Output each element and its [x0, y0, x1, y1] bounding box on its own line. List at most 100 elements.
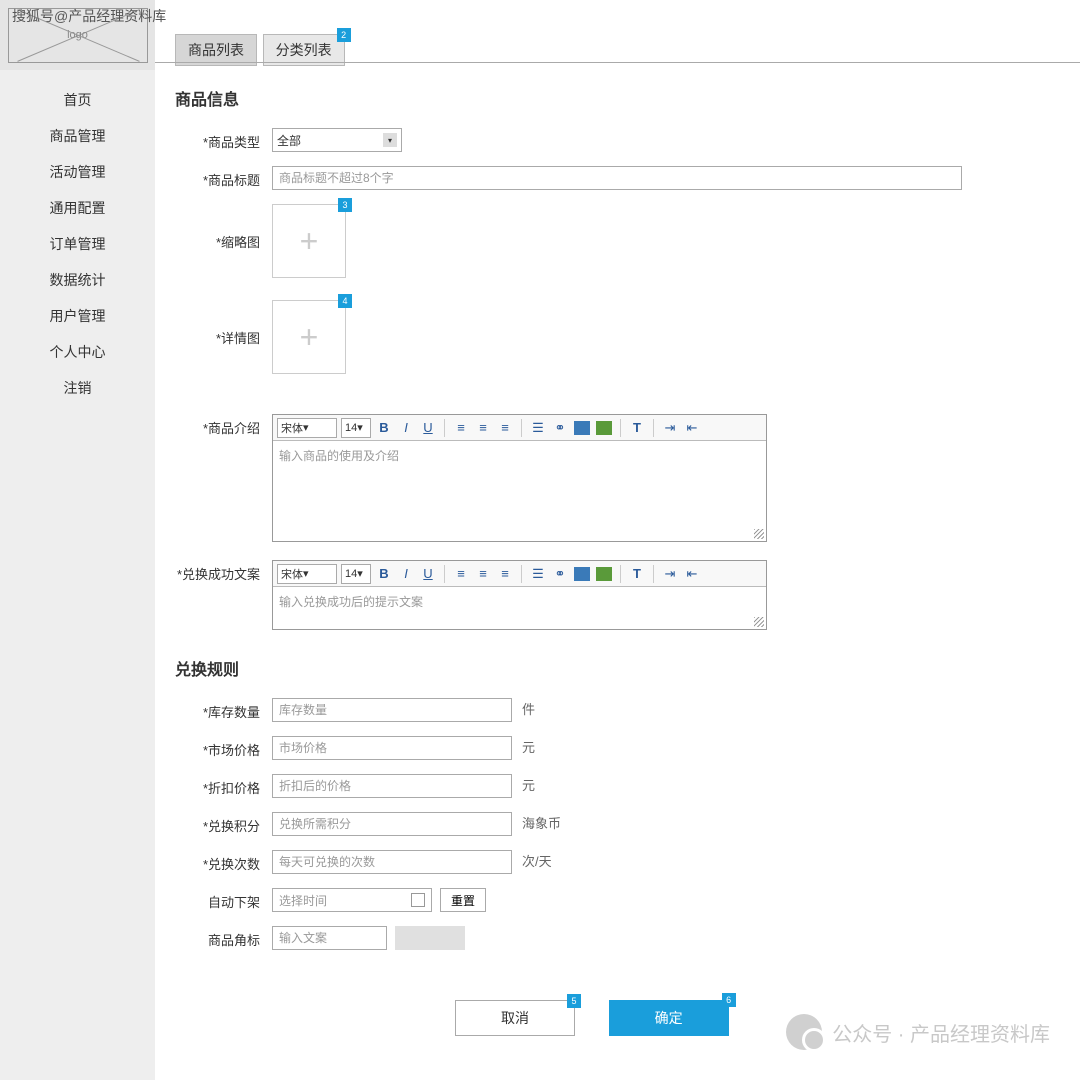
- sidebar-item-profile[interactable]: 个人中心: [0, 334, 155, 370]
- upload-detail-image[interactable]: + 4: [272, 300, 346, 374]
- sidebar-item-home[interactable]: 首页: [0, 82, 155, 118]
- sidebar-item-logout[interactable]: 注销: [0, 370, 155, 406]
- select-product-type[interactable]: 全部 ▾: [272, 128, 402, 152]
- date-placeholder: 选择时间: [279, 892, 327, 909]
- sidebar-item-user[interactable]: 用户管理: [0, 298, 155, 334]
- badge-icon: 6: [722, 993, 736, 1007]
- underline-icon[interactable]: U: [419, 419, 437, 437]
- align-center-icon[interactable]: ≡: [474, 565, 492, 583]
- upload-thumbnail[interactable]: + 3: [272, 204, 346, 278]
- font-size-select[interactable]: 14 ▾: [341, 418, 371, 438]
- editor-toolbar: 宋体 ▾ 14 ▾ B I U ≡ ≡ ≡ ☰ ⚭ T: [273, 415, 766, 441]
- text-color-icon[interactable]: T: [628, 565, 646, 583]
- italic-icon[interactable]: I: [397, 565, 415, 583]
- link-icon[interactable]: ⚭: [551, 419, 569, 437]
- color-preview[interactable]: [395, 926, 465, 950]
- input-times[interactable]: [272, 850, 512, 874]
- watermark-text: 公众号 · 产品经理资料库: [832, 1018, 1050, 1047]
- editor-toolbar: 宋体 ▾ 14 ▾ B I U ≡ ≡ ≡ ☰ ⚭ T: [273, 561, 766, 587]
- plus-icon: +: [300, 223, 319, 260]
- unit-stock: 件: [522, 702, 535, 717]
- label-thumbnail: *缩略图: [175, 204, 260, 251]
- label-points: *兑换积分: [175, 812, 260, 835]
- unit-market: 元: [522, 740, 535, 755]
- image-icon[interactable]: [573, 419, 591, 437]
- label-auto-off: 自动下架: [175, 888, 260, 911]
- text-color-icon[interactable]: T: [628, 419, 646, 437]
- sidebar-item-stats[interactable]: 数据统计: [0, 262, 155, 298]
- sidebar: 首页 商品管理 活动管理 通用配置 订单管理 数据统计 用户管理 个人中心 注销: [0, 70, 155, 1080]
- outdent-icon[interactable]: ⇤: [683, 419, 701, 437]
- label-stock: *库存数量: [175, 698, 260, 721]
- align-right-icon[interactable]: ≡: [496, 565, 514, 583]
- badge-icon: 4: [338, 294, 352, 308]
- editor-body[interactable]: 输入商品的使用及介绍: [273, 441, 766, 541]
- editor-intro[interactable]: 宋体 ▾ 14 ▾ B I U ≡ ≡ ≡ ☰ ⚭ T: [272, 414, 767, 542]
- italic-icon[interactable]: I: [397, 419, 415, 437]
- font-family-select[interactable]: 宋体 ▾: [277, 564, 337, 584]
- input-stock[interactable]: [272, 698, 512, 722]
- calendar-icon: [411, 893, 425, 907]
- btn-label: 确定: [655, 1008, 683, 1028]
- bold-icon[interactable]: B: [375, 419, 393, 437]
- section-title-exchange-rules: 兑换规则: [175, 656, 1060, 680]
- outdent-icon[interactable]: ⇤: [683, 565, 701, 583]
- sidebar-item-product[interactable]: 商品管理: [0, 118, 155, 154]
- cancel-button[interactable]: 取消 5: [455, 1000, 575, 1036]
- resize-handle-icon[interactable]: [754, 529, 764, 539]
- watermark-top: 搜狐号@产品经理资料库: [12, 6, 166, 26]
- unit-times: 次/天: [522, 854, 552, 869]
- input-corner-text[interactable]: [272, 926, 387, 950]
- label-success-text: *兑换成功文案: [175, 560, 260, 583]
- list-icon[interactable]: ☰: [529, 565, 547, 583]
- editor-body[interactable]: 输入兑换成功后的提示文案: [273, 587, 766, 629]
- unit-points: 海象币: [522, 816, 561, 831]
- video-icon[interactable]: [595, 419, 613, 437]
- underline-icon[interactable]: U: [419, 565, 437, 583]
- label-title: *商品标题: [175, 166, 260, 189]
- resize-handle-icon[interactable]: [754, 617, 764, 627]
- input-auto-off-date[interactable]: 选择时间: [272, 888, 432, 912]
- input-market-price[interactable]: [272, 736, 512, 760]
- align-center-icon[interactable]: ≡: [474, 419, 492, 437]
- align-left-icon[interactable]: ≡: [452, 565, 470, 583]
- label-detail-image: *详情图: [175, 300, 260, 347]
- tab-label: 商品列表: [188, 42, 244, 58]
- tab-label: 分类列表: [276, 42, 332, 58]
- link-icon[interactable]: ⚭: [551, 565, 569, 583]
- font-size-select[interactable]: 14 ▾: [341, 564, 371, 584]
- label-corner: 商品角标: [175, 926, 260, 949]
- section-title-product-info: 商品信息: [175, 86, 1060, 110]
- input-product-title[interactable]: [272, 166, 962, 190]
- image-icon[interactable]: [573, 565, 591, 583]
- chevron-down-icon: ▾: [383, 133, 397, 147]
- badge-icon: 2: [337, 28, 351, 42]
- input-points[interactable]: [272, 812, 512, 836]
- font-family-select[interactable]: 宋体 ▾: [277, 418, 337, 438]
- reset-button[interactable]: 重置: [440, 888, 486, 912]
- sidebar-item-order[interactable]: 订单管理: [0, 226, 155, 262]
- bold-icon[interactable]: B: [375, 565, 393, 583]
- list-icon[interactable]: ☰: [529, 419, 547, 437]
- tabs: 商品列表 分类列表 2: [175, 34, 347, 62]
- label-type: *商品类型: [175, 128, 260, 151]
- label-intro: *商品介绍: [175, 414, 260, 437]
- align-left-icon[interactable]: ≡: [452, 419, 470, 437]
- label-market-price: *市场价格: [175, 736, 260, 759]
- input-discount-price[interactable]: [272, 774, 512, 798]
- footer-buttons: 取消 5 确定 6: [455, 1000, 729, 1036]
- confirm-button[interactable]: 确定 6: [609, 1000, 729, 1036]
- indent-icon[interactable]: ⇥: [661, 565, 679, 583]
- select-value: 全部: [277, 132, 301, 149]
- editor-success[interactable]: 宋体 ▾ 14 ▾ B I U ≡ ≡ ≡ ☰ ⚭ T: [272, 560, 767, 630]
- logo-text: logo: [67, 29, 88, 41]
- video-icon[interactable]: [595, 565, 613, 583]
- align-right-icon[interactable]: ≡: [496, 419, 514, 437]
- indent-icon[interactable]: ⇥: [661, 419, 679, 437]
- divider: [155, 62, 1080, 63]
- watermark-bottom: 公众号 · 产品经理资料库: [786, 1014, 1050, 1050]
- sidebar-item-config[interactable]: 通用配置: [0, 190, 155, 226]
- badge-icon: 5: [567, 994, 581, 1008]
- unit-discount: 元: [522, 778, 535, 793]
- sidebar-item-activity[interactable]: 活动管理: [0, 154, 155, 190]
